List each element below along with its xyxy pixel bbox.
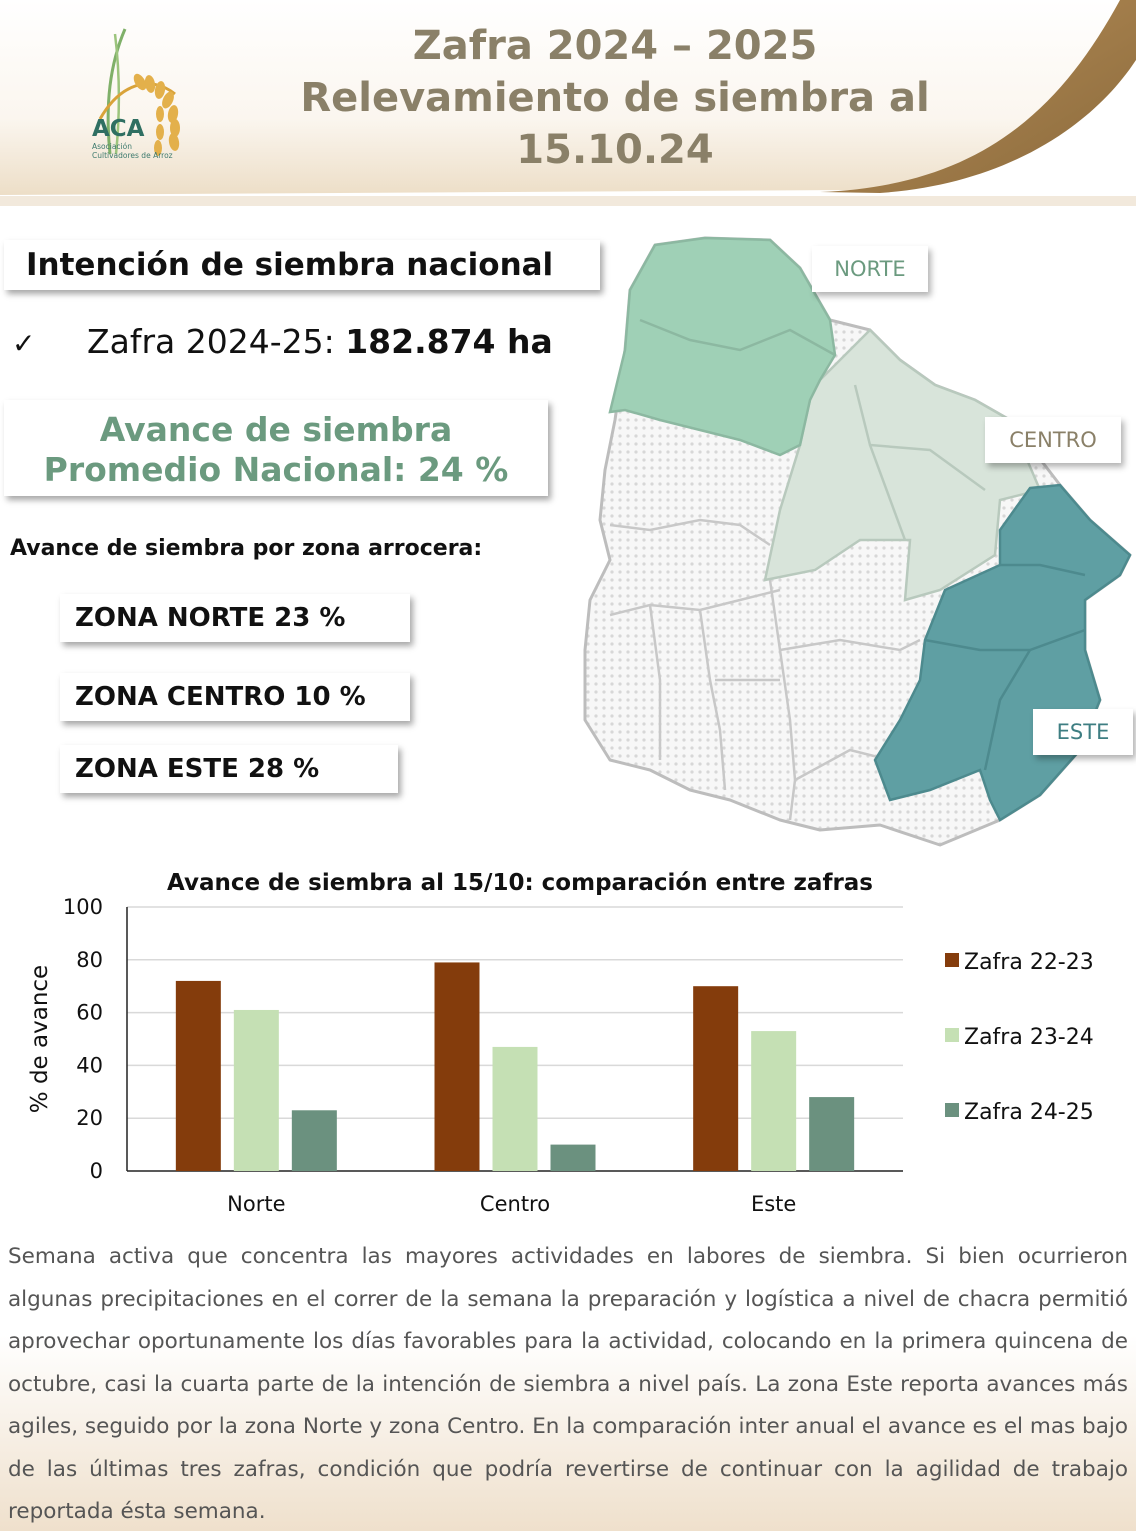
commentary-text: Semana activa que concentra las mayores … (8, 1244, 1128, 1524)
zone-norte-box: ZONA NORTE 23 % (60, 594, 410, 642)
legend-swatch (945, 1028, 959, 1042)
bar (693, 986, 739, 1171)
bar (291, 1110, 337, 1171)
uruguay-zone-map: NORTE CENTRO ESTE (560, 220, 1136, 860)
chart-title: Avance de siembra al 15/10: comparación … (167, 870, 873, 896)
rice-plant-icon (98, 28, 180, 156)
bar (550, 1144, 596, 1171)
bar (492, 1046, 538, 1171)
comparison-bar-chart: Avance de siembra al 15/10: comparación … (0, 860, 1136, 1230)
header: ACA Asociación Cultivadores de Arroz Zaf… (0, 0, 1136, 215)
bar (809, 1097, 855, 1171)
zafra-hectares: ✓ Zafra 2024-25: 182.874 ha (12, 322, 553, 361)
commentary-section: Semana activa que concentra las mayores … (0, 1230, 1136, 1531)
bar (434, 962, 480, 1171)
legend-label: Zafra 23-24 (964, 1025, 1094, 1050)
x-tick-label: Este (751, 1192, 796, 1216)
logo-text: ACA (92, 116, 145, 142)
x-tick-label: Centro (480, 1192, 550, 1216)
page-title: Zafra 2024 – 2025 Relevamiento de siembr… (250, 20, 980, 176)
zones-heading: Avance de siembra por zona arrocera: (10, 536, 483, 561)
y-tick-label: 0 (90, 1159, 103, 1183)
bar (751, 1031, 797, 1171)
logo-subtitle: Asociación Cultivadores de Arroz (92, 142, 173, 160)
legend-label: Zafra 24-25 (964, 1100, 1094, 1125)
map-label-este: ESTE (1033, 709, 1133, 755)
y-tick-label: 40 (76, 1053, 103, 1077)
title-line: Zafra 2024 – 2025 (412, 23, 818, 69)
y-tick-label: 60 (76, 1001, 103, 1025)
avance-line: Promedio Nacional: 24 % (43, 450, 509, 489)
legend-swatch (945, 953, 959, 967)
map-centro-region (763, 328, 1042, 602)
y-tick-label: 80 (76, 948, 103, 972)
legend-swatch (945, 1103, 959, 1117)
map-svg (583, 236, 1132, 847)
zone-este-box: ZONA ESTE 28 % (60, 745, 398, 793)
y-axis-label: % de avance (27, 965, 53, 1113)
chart-svg: Avance de siembra al 15/10: comparación … (27, 870, 1094, 1216)
national-average-box: Avance de siembra Promedio Nacional: 24 … (4, 400, 548, 496)
y-tick-label: 100 (63, 895, 103, 919)
map-department-borders (609, 518, 921, 821)
x-tick-label: Norte (227, 1192, 285, 1216)
map-label-norte: NORTE (812, 246, 928, 292)
zafra-label: Zafra 2024-25: (87, 322, 346, 361)
title-line: Relevamiento de siembra al (300, 75, 930, 121)
checkmark-icon: ✓ (12, 327, 36, 360)
aca-logo: ACA Asociación Cultivadores de Arroz (80, 24, 200, 174)
zone-centro-box: ZONA CENTRO 10 % (60, 673, 410, 721)
title-line: 15.10.24 (516, 127, 714, 173)
header-background (0, 0, 1136, 215)
avance-line: Avance de siembra (99, 410, 453, 449)
legend-label: Zafra 22-23 (964, 950, 1094, 975)
zafra-value: 182.874 ha (345, 322, 553, 361)
bar (175, 980, 221, 1171)
national-intention-heading: Intención de siembra nacional (4, 240, 600, 290)
y-tick-label: 20 (76, 1106, 103, 1130)
bar (233, 1009, 279, 1171)
map-label-centro: CENTRO (985, 417, 1121, 463)
